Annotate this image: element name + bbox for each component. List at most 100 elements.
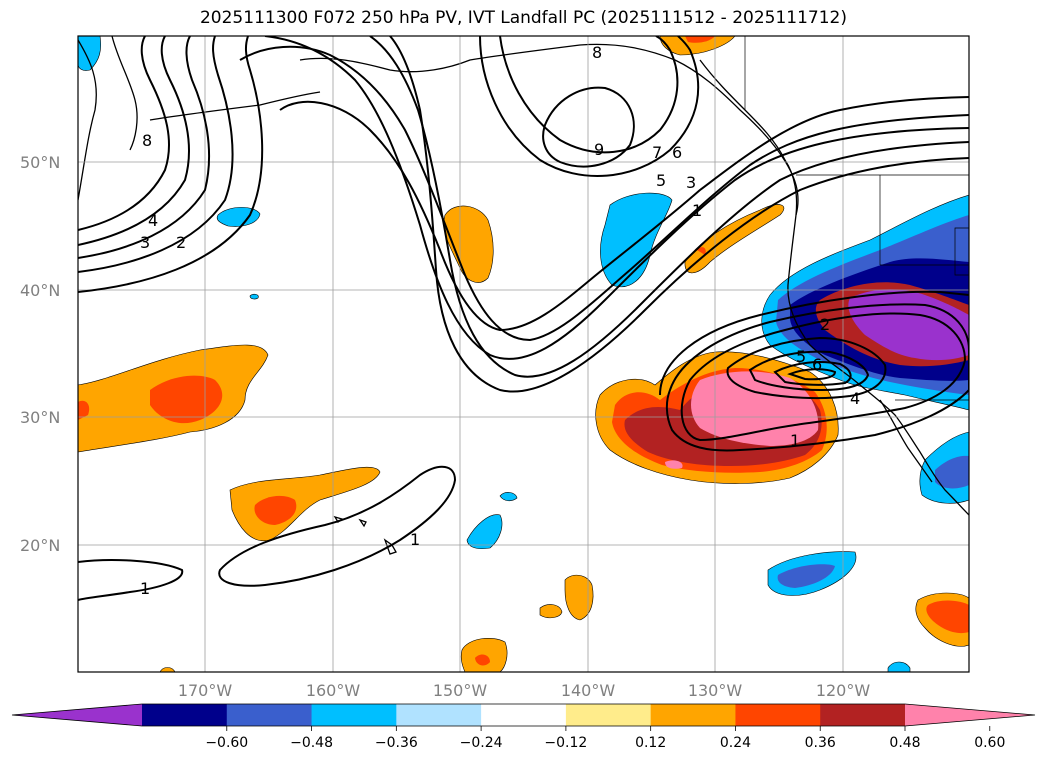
lon-label-150: 150°W (433, 681, 488, 700)
contour-label: 3 (140, 233, 150, 252)
contour-label: 2 (176, 233, 186, 252)
colorbar-outline (11, 703, 1036, 727)
coast-alaska (299, 43, 799, 216)
field-red-west (150, 375, 223, 424)
field-orange-south-2 (539, 604, 563, 619)
contour-labels: 8 9 7 6 5 3 1 4 3 2 1 1 2 6 5 4 1 8 (140, 43, 860, 598)
colorbar-segment (820, 704, 906, 726)
contour-label: 4 (850, 389, 860, 408)
field-orange-northeast (684, 204, 785, 274)
field-red-se (926, 600, 969, 634)
contour-cutoff-4 (726, 336, 887, 400)
contour-west-4 (78, 36, 234, 273)
colorbar-segment (226, 704, 313, 726)
colorbar-segment (565, 704, 652, 726)
border-states-3 (954, 227, 969, 276)
colorbar-labels: −0.60 −0.48 −0.36 −0.24 −0.12 0.12 0.24 0.36 0.4… (205, 735, 1005, 751)
colorbar-extend-min (12, 704, 142, 726)
field-pink-small (665, 460, 683, 469)
contour-label: 8 (142, 131, 152, 150)
field-blue-south (777, 564, 835, 588)
lon-label-160: 160°W (306, 681, 361, 700)
lat-axis: 50°N 40°N 30°N 20°N (20, 153, 60, 555)
map-frame (77, 35, 970, 673)
contour-label: 8 (592, 43, 602, 62)
field-red-hawaii-west (254, 495, 297, 525)
pv-contours (78, 36, 969, 601)
contour-label: 1 (140, 579, 150, 598)
field-sky-hawaii (466, 514, 503, 550)
field-sky-west-2 (216, 207, 261, 227)
contour-ridge-2 (499, 36, 679, 154)
lon-label-140: 140°W (561, 681, 616, 700)
field-sky-small (249, 293, 259, 300)
lon-label-130: 130°W (688, 681, 743, 700)
field-red-south-3 (475, 654, 490, 666)
field-red-west-2 (78, 400, 90, 420)
colorbar-tick-label: 0.60 (974, 735, 1005, 751)
contour-cutoff-1 (680, 312, 967, 442)
contour-trough-1 (279, 96, 969, 332)
contour-label: 6 (812, 355, 822, 374)
contour-trough-3 (264, 36, 969, 360)
field-sky-hawaii-2 (499, 492, 518, 502)
colorbar-segment (142, 704, 228, 726)
island-hawaii-2 (358, 518, 367, 528)
contour-label: 2 (820, 315, 830, 334)
contour-trough-2 (239, 45, 969, 342)
colorbar-tick-label: 0.36 (805, 735, 836, 751)
contour-cutoff-3 (659, 290, 969, 396)
contour-sw (78, 559, 184, 601)
field-sky-se (887, 661, 911, 672)
contour-cutoff-5 (748, 350, 870, 392)
colorbar-segment (311, 704, 397, 726)
colorbar-segment (650, 704, 736, 726)
colorbar-extend-max (905, 704, 1035, 726)
colorbar-tick-label: −0.60 (205, 735, 248, 751)
figure-title: 2025111300 F072 250 hPa PV, IVT Landfall… (199, 8, 847, 28)
field-red-northeast (697, 247, 706, 255)
colorbar-tick-label: −0.48 (290, 735, 333, 751)
contour-label: 4 (148, 211, 158, 230)
colorbar-segment (481, 704, 567, 726)
contour-label: 1 (692, 201, 702, 220)
field-red-top (685, 36, 715, 43)
graticule (78, 36, 969, 672)
lat-label-50: 50°N (20, 153, 60, 172)
island-hawaii-1 (383, 538, 397, 555)
coastlines (78, 36, 969, 555)
colorbar-tick-label: −0.12 (544, 735, 587, 751)
lon-label-170: 170°W (178, 681, 233, 700)
contour-west-2 (78, 36, 191, 246)
field-orange-top (659, 36, 736, 56)
colorbar-tick-label: 0.48 (889, 735, 920, 751)
colorbar-ticks (226, 726, 991, 731)
contour-label: 1 (410, 530, 420, 549)
colorbar-tick-label: −0.24 (460, 735, 503, 751)
field-purple-california (848, 289, 969, 361)
contour-cutoff-2 (665, 303, 969, 452)
contour-west-5 (78, 36, 264, 293)
colorbar: −0.60 −0.48 −0.36 −0.24 −0.12 0.12 0.24 0.36 0.4… (11, 703, 1036, 751)
contour-label: 9 (594, 140, 604, 159)
contour-west-1 (78, 36, 171, 231)
contour-west-3 (78, 36, 211, 259)
contour-label: 3 (686, 173, 696, 192)
lat-label-30: 30°N (20, 408, 60, 427)
contour-ridge-3 (542, 86, 635, 168)
contour-label: 5 (656, 171, 666, 190)
lon-axis: 170°W 160°W 150°W 140°W 130°W 120°W (178, 681, 871, 700)
lon-label-120: 120°W (816, 681, 871, 700)
colorbar-tick-label: 0.24 (720, 735, 751, 751)
contour-label: 5 (796, 347, 806, 366)
contour-label: 1 (790, 431, 800, 450)
lat-label-20: 20°N (20, 536, 60, 555)
coast-uswest (787, 214, 969, 516)
colorbar-tick-label: −0.36 (375, 735, 418, 751)
contour-label: 6 (672, 143, 682, 162)
field-orange-south-1 (564, 574, 594, 621)
colorbar-tick-label: 0.12 (635, 735, 666, 751)
contour-hawaii (218, 465, 457, 587)
shaded-fields (78, 36, 969, 672)
field-pink-offshore (691, 371, 819, 446)
